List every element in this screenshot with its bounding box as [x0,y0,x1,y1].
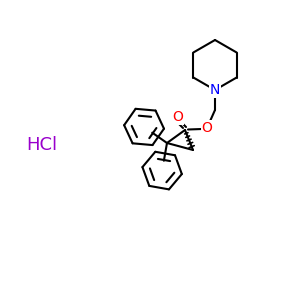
Text: HCl: HCl [26,136,58,154]
Text: N: N [210,83,220,97]
Text: O: O [172,110,183,124]
Text: O: O [202,121,212,135]
